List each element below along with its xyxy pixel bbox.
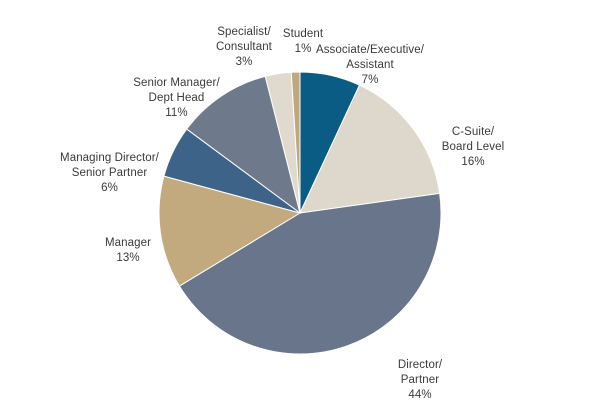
slice-label-specialist-text: Specialist/ Consultant	[216, 26, 272, 53]
slice-label-specialist: Specialist/ Consultant 3%	[189, 10, 299, 85]
pie-chart-svg	[158, 71, 442, 355]
slice-label-manager-pct: 13%	[116, 252, 140, 264]
slice-label-senior-manager-text: Senior Manager/ Dept Head	[133, 77, 220, 104]
slice-label-student-text: Student	[282, 28, 324, 40]
pie-chart-container: Associate/Executive/ Assistant 7% C-Suit…	[42, 10, 538, 401]
slice-label-csuite-text: C-Suite/ Board Level	[441, 126, 505, 153]
pie-slice-group	[158, 71, 442, 355]
pie-slice[interactable]	[178, 192, 442, 355]
slice-label-senior-manager: Senior Manager/ Dept Head 11%	[114, 61, 239, 136]
slice-label-associate: Associate/Executive/ Assistant 7%	[300, 28, 440, 103]
slice-label-manager-text: Manager	[104, 237, 152, 249]
slice-label-specialist-pct: 3%	[235, 56, 253, 68]
slice-label-associate-text: Associate/Executive/ Assistant	[315, 44, 425, 71]
slice-label-director-pct: 44%	[408, 389, 432, 401]
slice-label-student-pct: 1%	[294, 43, 312, 55]
slice-label-associate-pct: 7%	[361, 74, 379, 86]
slice-label-managing-director: Managing Director/ Senior Partner 6%	[42, 136, 177, 211]
slice-label-manager: Manager 13%	[73, 221, 183, 281]
slice-label-student: Student 1%	[258, 12, 348, 72]
slice-label-director-text: Director/ Partner	[397, 359, 443, 386]
pie-slice[interactable]	[299, 84, 441, 214]
slice-label-csuite-pct: 16%	[461, 156, 485, 168]
slice-label-csuite: C-Suite/ Board Level 16%	[408, 110, 538, 185]
pie-slice[interactable]	[290, 71, 301, 214]
slice-label-managing-director-pct: 6%	[101, 182, 118, 194]
slice-label-director: Director/ Partner 44%	[355, 343, 485, 418]
slice-label-managing-director-text: Managing Director/ Senior Partner	[60, 152, 159, 179]
pie-slice[interactable]	[186, 75, 301, 215]
slice-label-senior-manager-pct: 11%	[165, 107, 188, 119]
